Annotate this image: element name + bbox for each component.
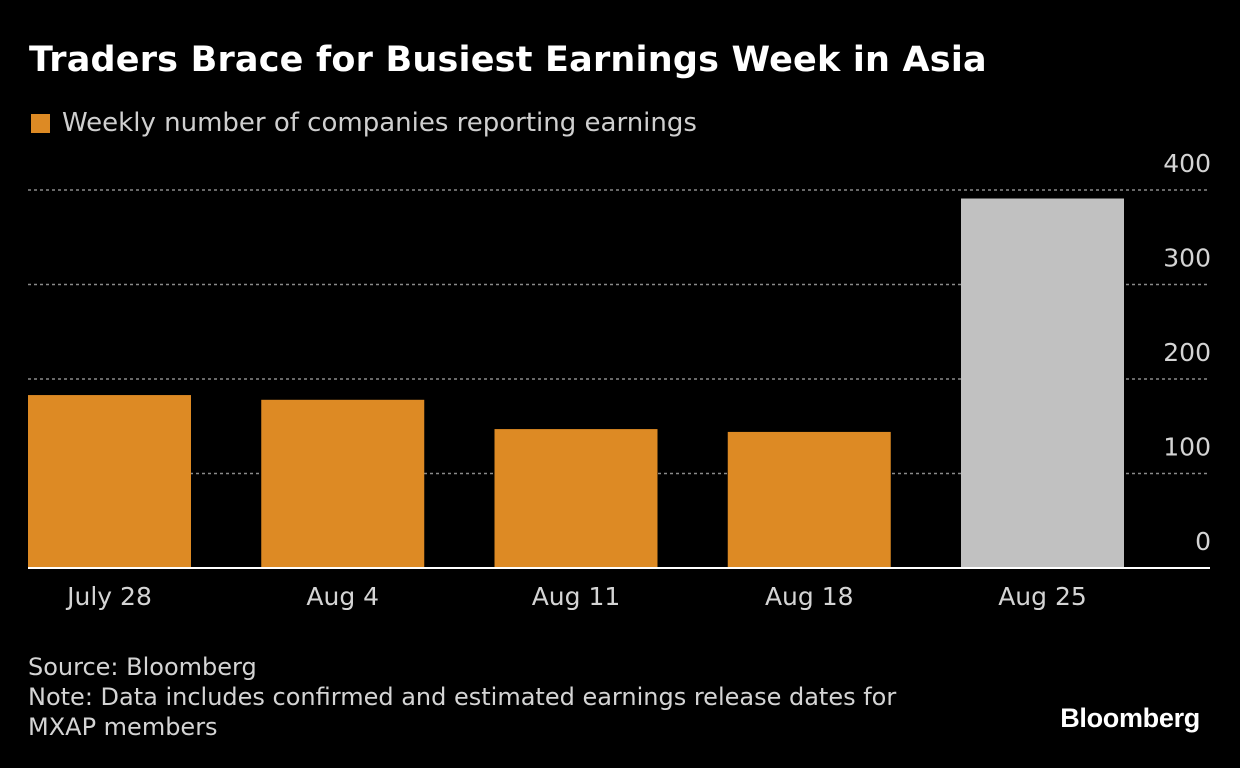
y-tick-label: 100 — [1163, 433, 1211, 462]
x-tick-labels: July 28 Aug 4 Aug 11 Aug 18 Aug 25 — [65, 582, 1087, 611]
legend: Weekly number of companies reporting ear… — [31, 108, 697, 138]
legend-swatch — [31, 113, 50, 133]
bar-4 — [961, 198, 1124, 568]
x-tick-label: Aug 18 — [765, 582, 854, 611]
data-note: Note: Data includes confirmed and estima… — [28, 683, 897, 711]
data-note-continued: MXAP members — [28, 713, 218, 741]
x-tick-label: Aug 25 — [998, 582, 1087, 611]
y-tick-labels: 0 100 200 300 400 — [1163, 149, 1211, 556]
y-tick-label: 300 — [1163, 244, 1211, 273]
bar-chart: 0 100 200 300 400 July 28 Aug 4 Aug 11 Aug 18 Au… — [28, 149, 1211, 611]
y-tick-label: 200 — [1163, 338, 1211, 367]
bars — [28, 198, 1124, 568]
bar-1 — [261, 399, 425, 568]
footer: Source: Bloomberg Note: Data includes co… — [28, 652, 896, 742]
legend-label: Weekly number of companies reporting ear… — [62, 108, 697, 138]
x-tick-label: Aug 11 — [532, 582, 621, 611]
y-tick-label: 400 — [1163, 149, 1211, 178]
y-tick-label: 0 — [1195, 527, 1211, 556]
bar-2 — [494, 429, 658, 568]
x-tick-label: July 28 — [65, 582, 152, 611]
bloomberg-logo: Bloomberg — [1060, 703, 1200, 733]
source-note: Source: Bloomberg — [28, 653, 257, 681]
bar-3 — [727, 431, 891, 568]
chart-title: Traders Brace for Busiest Earnings Week … — [29, 40, 987, 80]
bar-0 — [28, 395, 191, 568]
x-tick-label: Aug 4 — [306, 582, 379, 611]
